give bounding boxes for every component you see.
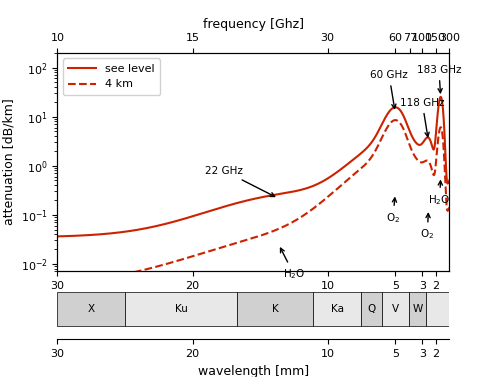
4 km bbox=[119, 273, 125, 277]
4 km bbox=[446, 205, 452, 210]
FancyBboxPatch shape bbox=[361, 292, 382, 326]
see level bbox=[446, 178, 452, 183]
Text: Ka: Ka bbox=[331, 304, 344, 314]
Line: see level: see level bbox=[57, 97, 449, 236]
see level bbox=[382, 115, 388, 120]
Text: H$_2$O: H$_2$O bbox=[281, 248, 305, 281]
see level bbox=[119, 230, 125, 234]
Text: Q: Q bbox=[368, 304, 376, 314]
FancyBboxPatch shape bbox=[313, 292, 361, 326]
Line: 4 km: 4 km bbox=[57, 120, 449, 283]
see level bbox=[445, 181, 451, 186]
Text: V: V bbox=[391, 304, 399, 314]
4 km bbox=[392, 118, 398, 123]
Text: 60 GHz: 60 GHz bbox=[370, 70, 408, 109]
see level bbox=[438, 95, 444, 99]
4 km bbox=[54, 281, 60, 285]
Text: X: X bbox=[87, 304, 95, 314]
see level bbox=[54, 234, 60, 239]
Text: W: W bbox=[412, 304, 423, 314]
FancyBboxPatch shape bbox=[382, 292, 409, 326]
4 km bbox=[445, 208, 451, 213]
Text: K: K bbox=[272, 304, 278, 314]
Text: 118 GHz: 118 GHz bbox=[400, 98, 445, 136]
Y-axis label: attenuation [dB/km]: attenuation [dB/km] bbox=[2, 99, 15, 225]
FancyBboxPatch shape bbox=[125, 292, 237, 326]
Text: O$_2$: O$_2$ bbox=[420, 213, 435, 241]
see level bbox=[432, 141, 438, 146]
FancyBboxPatch shape bbox=[409, 292, 426, 326]
Text: O$_2$: O$_2$ bbox=[386, 198, 400, 225]
4 km bbox=[432, 169, 438, 173]
4 km bbox=[375, 144, 381, 148]
Text: Ku: Ku bbox=[174, 304, 187, 314]
X-axis label: wavelength [mm]: wavelength [mm] bbox=[198, 365, 309, 377]
X-axis label: wavelength [mm]: wavelength [mm] bbox=[198, 297, 309, 310]
FancyBboxPatch shape bbox=[237, 292, 313, 326]
see level bbox=[445, 181, 451, 186]
4 km bbox=[382, 129, 388, 133]
X-axis label: frequency [Ghz]: frequency [Ghz] bbox=[203, 17, 304, 31]
see level bbox=[375, 130, 381, 134]
FancyBboxPatch shape bbox=[426, 292, 449, 326]
Text: 22 GHz: 22 GHz bbox=[206, 166, 275, 196]
FancyBboxPatch shape bbox=[57, 292, 125, 326]
4 km bbox=[445, 208, 451, 213]
Legend: see level, 4 km: see level, 4 km bbox=[63, 58, 160, 95]
Text: 183 GHz: 183 GHz bbox=[417, 65, 461, 93]
Text: H$_2$O: H$_2$O bbox=[428, 181, 451, 207]
